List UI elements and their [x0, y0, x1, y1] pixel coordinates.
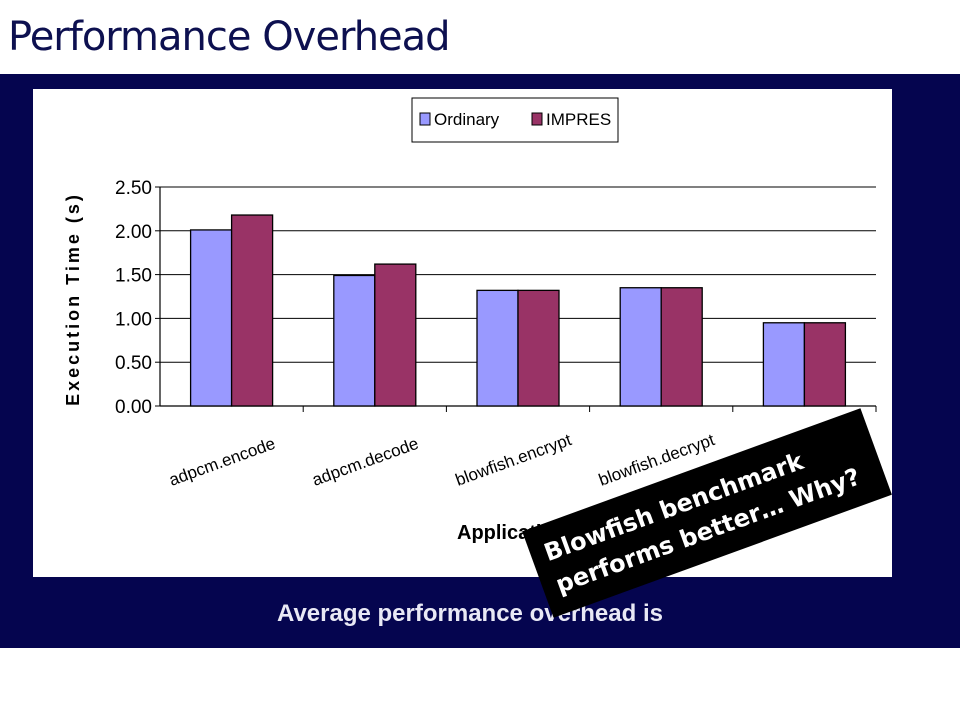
y-tick-label: 0.50 — [115, 353, 152, 374]
legend-label-impres: IMPRES — [546, 110, 611, 129]
bar-impres-crc32 — [803, 322, 847, 407]
x-tick-label: blowfish.encrypt — [453, 430, 574, 490]
slide-title: Performance Overhead — [8, 14, 451, 60]
y-axis-label: Execution Time (s) — [63, 192, 83, 406]
y-tick-label: 1.00 — [115, 309, 152, 330]
legend-swatch-ordinary — [419, 112, 431, 126]
legend-box — [411, 97, 619, 143]
bar-ordinary-crc32 — [762, 322, 806, 407]
y-tick-label: 2.00 — [115, 222, 152, 243]
y-tick-label: 0.00 — [115, 397, 152, 418]
bar-impres-blowfish.decrypt — [660, 287, 703, 407]
bar-ordinary-blowfish.encrypt — [476, 289, 519, 407]
y-tick-label: 1.50 — [115, 266, 152, 287]
bar-ordinary-adpcm.decode — [333, 274, 376, 407]
bar-ordinary-blowfish.decrypt — [619, 287, 662, 407]
y-tick-label: 2.50 — [115, 178, 152, 199]
bar-impres-adpcm.encode — [230, 214, 274, 407]
legend-swatch-impres — [531, 112, 543, 126]
bar-impres-blowfish.encrypt — [517, 289, 560, 407]
caption: Average performance overhead is — [277, 600, 663, 627]
chart-panel: 0.00 0.50 1.00 1.50 2.00 2.50 adpcm.encode adpc… — [33, 89, 892, 577]
x-tick-label: adpcm.decode — [310, 434, 421, 490]
x-tick-label: adpcm.encode — [166, 434, 277, 490]
bar-ordinary-adpcm.encode — [189, 229, 233, 407]
bar-impres-adpcm.decode — [374, 263, 417, 407]
legend-label-ordinary: Ordinary — [434, 110, 500, 129]
